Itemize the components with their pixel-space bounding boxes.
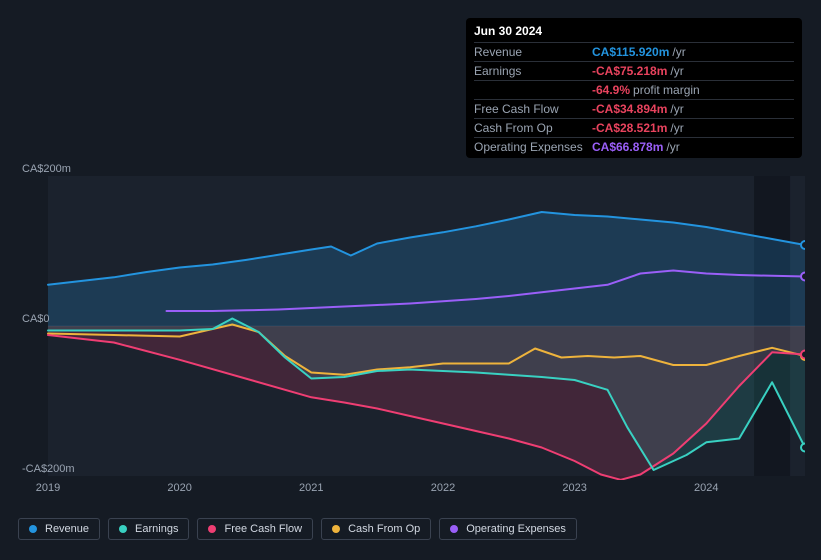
x-axis-labels: 2019 2020 2021 2022 2023 2024 (16, 482, 805, 496)
legend-label: Revenue (45, 523, 89, 535)
legend-dot-icon (450, 525, 458, 533)
tooltip-value: -CA$34.894m (592, 102, 667, 116)
legend-dot-icon (208, 525, 216, 533)
x-axis-label: 2019 (36, 482, 60, 494)
tooltip-label: Earnings (474, 64, 592, 78)
legend-label: Earnings (135, 523, 178, 535)
tooltip-value: -64.9% (592, 83, 630, 97)
x-axis-label: 2023 (562, 482, 586, 494)
chart-legend: Revenue Earnings Free Cash Flow Cash From O… (18, 518, 577, 540)
tooltip-label: Cash From Op (474, 121, 592, 135)
legend-item-operating-expenses[interactable]: Operating Expenses (439, 518, 577, 540)
tooltip-unit: /yr (666, 140, 679, 154)
x-axis-label: 2021 (299, 482, 323, 494)
legend-dot-icon (119, 525, 127, 533)
legend-item-free-cash-flow[interactable]: Free Cash Flow (197, 518, 313, 540)
tooltip-row: -64.9%profit margin (474, 80, 794, 99)
tooltip-rows: RevenueCA$115.920m/yrEarnings-CA$75.218m… (474, 42, 794, 156)
tooltip-value: CA$115.920m (592, 45, 669, 59)
y-axis-label: CA$0 (22, 313, 50, 325)
tooltip-row: Cash From Op-CA$28.521m/yr (474, 118, 794, 137)
legend-label: Free Cash Flow (224, 523, 302, 535)
legend-dot-icon (332, 525, 340, 533)
legend-label: Operating Expenses (466, 523, 566, 535)
legend-item-revenue[interactable]: Revenue (18, 518, 100, 540)
legend-dot-icon (29, 525, 37, 533)
tooltip-unit: /yr (670, 102, 683, 116)
tooltip-row: Free Cash Flow-CA$34.894m/yr (474, 99, 794, 118)
tooltip-label: Operating Expenses (474, 140, 592, 154)
tooltip-unit: /yr (670, 64, 683, 78)
x-axis-label: 2024 (694, 482, 718, 494)
tooltip-unit: /yr (672, 45, 685, 59)
tooltip-row: Operating ExpensesCA$66.878m/yr (474, 137, 794, 156)
y-axis-label: CA$200m (22, 163, 71, 175)
chart-tooltip: Jun 30 2024 RevenueCA$115.920m/yrEarning… (466, 18, 802, 158)
x-axis-label: 2022 (431, 482, 455, 494)
tooltip-label: Revenue (474, 45, 592, 59)
tooltip-row: RevenueCA$115.920m/yr (474, 42, 794, 61)
legend-label: Cash From Op (348, 523, 420, 535)
tooltip-value: -CA$28.521m (592, 121, 667, 135)
y-axis-label: -CA$200m (22, 463, 75, 475)
financials-chart: CA$200mCA$0-CA$200m 20192020202120222023… (16, 160, 805, 480)
tooltip-label (474, 83, 592, 97)
tooltip-value: -CA$75.218m (592, 64, 667, 78)
tooltip-unit: /yr (670, 121, 683, 135)
legend-item-cash-from-op[interactable]: Cash From Op (321, 518, 431, 540)
chart-svg[interactable] (16, 160, 805, 480)
tooltip-label: Free Cash Flow (474, 102, 592, 116)
tooltip-row: Earnings-CA$75.218m/yr (474, 61, 794, 80)
tooltip-unit: profit margin (633, 83, 700, 97)
legend-item-earnings[interactable]: Earnings (108, 518, 189, 540)
x-axis-label: 2020 (167, 482, 191, 494)
tooltip-date: Jun 30 2024 (474, 24, 794, 42)
tooltip-value: CA$66.878m (592, 140, 663, 154)
